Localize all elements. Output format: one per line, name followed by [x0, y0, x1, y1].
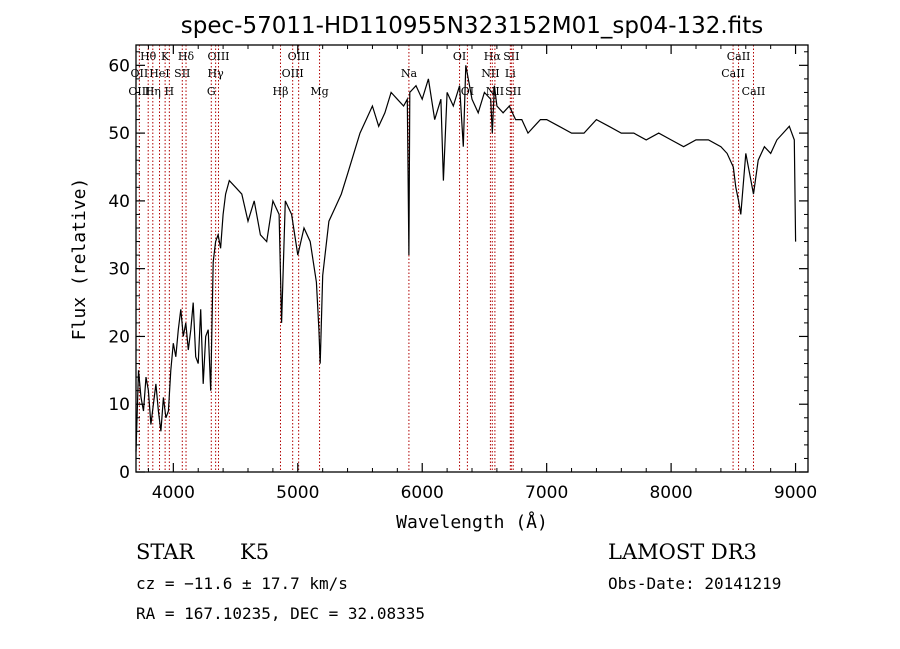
line-marker-label: G	[207, 85, 216, 98]
line-marker-label: Na	[401, 67, 418, 80]
line-marker-label: OI	[461, 85, 474, 98]
line-marker-label: Hα	[484, 50, 502, 63]
obs-date: Obs-Date: 20141219	[608, 574, 782, 593]
y-tick-label: 30	[108, 260, 130, 280]
line-marker-label: OI	[453, 50, 466, 63]
line-marker-label: Hδ	[178, 50, 195, 63]
line-marker-label: OIII	[128, 85, 150, 98]
line-marker-label: SII	[174, 67, 190, 80]
line-marker-label: SII	[503, 50, 519, 63]
line-marker-label: SII	[505, 85, 521, 98]
object-class: STAR	[136, 540, 195, 564]
x-tick-label: 4000	[152, 483, 195, 503]
survey-name: LAMOST DR3	[608, 540, 757, 564]
line-marker-label: OIII	[282, 67, 304, 80]
object-subclass: K5	[240, 540, 270, 564]
redshift-cz: cz = −11.6 ± 17.7 km/s	[136, 574, 348, 593]
y-tick-label: 10	[108, 395, 130, 415]
y-tick-label: 20	[108, 327, 130, 347]
line-marker-label: OIII	[288, 50, 310, 63]
line-marker-label: Li	[505, 67, 516, 80]
y-axis-label: Flux (relative)	[69, 178, 90, 341]
line-marker-label: CaII	[742, 85, 766, 98]
x-tick-label: 9000	[774, 483, 817, 503]
line-marker-label: CaII	[727, 50, 751, 63]
line-markers: Hθ OII OIII K HeI Hη H SII Hδ OIII Hγ G Hβ OIII OIII Mg…	[128, 45, 765, 472]
line-marker-label: Hη	[145, 85, 161, 98]
line-marker-label: HeI	[149, 67, 169, 80]
x-tick-label: 7000	[525, 483, 568, 503]
plot-frame	[135, 44, 809, 473]
line-marker-label: Hθ	[140, 50, 157, 63]
line-marker-label: OIII	[207, 50, 229, 63]
x-tick-label: 6000	[401, 483, 444, 503]
chart-title: spec-57011-HD110955N323152M01_sp04-132.f…	[181, 13, 763, 39]
line-marker-label: Mg	[310, 85, 328, 98]
line-marker-label: OII	[131, 67, 149, 80]
line-marker-label: Hγ	[208, 67, 225, 80]
axis-ticks: 4000 5000 6000 7000 8000 9000 0 10 20 30 40 50 60	[108, 45, 817, 503]
y-tick-label: 40	[108, 192, 130, 212]
coordinates: RA = 167.10235, DEC = 32.08335	[136, 604, 425, 623]
line-marker-label: H	[165, 85, 175, 98]
line-marker-label: Hβ	[273, 85, 289, 98]
y-tick-label: 60	[108, 56, 130, 76]
y-tick-label: 50	[108, 124, 130, 144]
y-tick-label: 0	[119, 463, 130, 483]
line-marker-label: CaII	[721, 67, 745, 80]
x-tick-label: 5000	[276, 483, 319, 503]
x-axis-label: Wavelength (Å)	[396, 511, 548, 533]
flux-series-line	[135, 65, 797, 452]
x-tick-label: 8000	[649, 483, 692, 503]
line-marker-label: NII	[481, 67, 499, 80]
line-marker-label: K	[161, 50, 170, 63]
